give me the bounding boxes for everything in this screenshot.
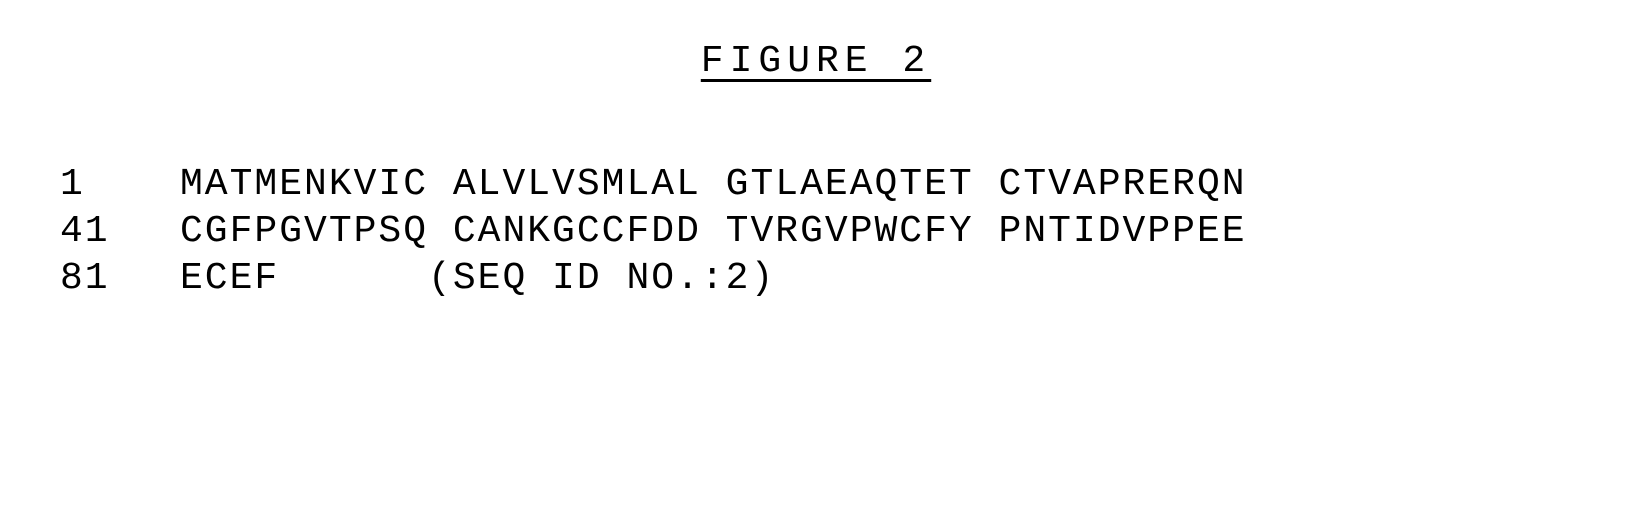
position-number: 41 — [60, 210, 180, 253]
sequence-line: ECEF (SEQ ID NO.:2) — [180, 257, 775, 300]
sequence-container: 1 MATMENKVIC ALVLVSMLAL GTLAEAQTET CTVAP… — [60, 163, 1572, 300]
sequence-row: 81 ECEF (SEQ ID NO.:2) — [60, 257, 1572, 300]
sequence-line: CGFPGVTPSQ CANKGCCFDD TVRGVPWCFY PNTIDVP… — [180, 210, 1247, 253]
figure-title: FIGURE 2 — [60, 40, 1572, 83]
sequence-line: MATMENKVIC ALVLVSMLAL GTLAEAQTET CTVAPRE… — [180, 163, 1247, 206]
position-number: 1 — [60, 163, 180, 206]
position-number: 81 — [60, 257, 180, 300]
sequence-row: 1 MATMENKVIC ALVLVSMLAL GTLAEAQTET CTVAP… — [60, 163, 1572, 206]
sequence-row: 41 CGFPGVTPSQ CANKGCCFDD TVRGVPWCFY PNTI… — [60, 210, 1572, 253]
